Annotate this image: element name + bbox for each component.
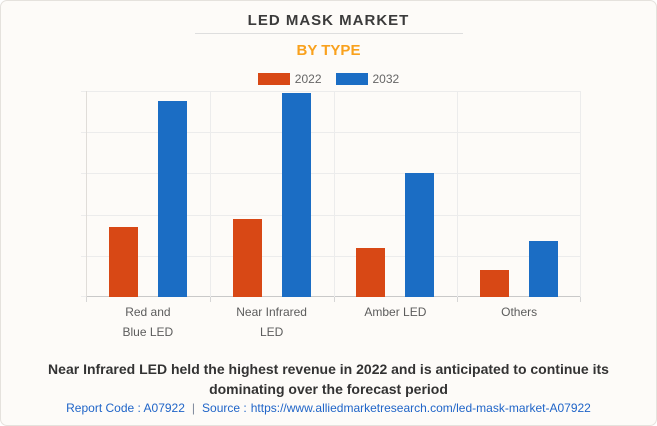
legend-label-2032: 2032	[372, 72, 400, 86]
y-axis-tick	[81, 214, 86, 216]
x-label-near-infrared-led: Near Infrared LED	[236, 305, 307, 339]
bar-2032-others	[529, 241, 559, 297]
x-axis-tick	[580, 297, 581, 302]
y-axis-tick	[81, 173, 86, 175]
bar-2032-near-infrared-led	[281, 93, 311, 297]
legend: 2022 2032	[1, 72, 656, 86]
bar-2032-red-and-blue-led	[157, 101, 187, 297]
bar-2022-others	[480, 270, 510, 297]
y-axis-tick	[81, 255, 86, 257]
bar-group-near-infrared-led	[210, 91, 334, 297]
vertical-gridline	[457, 91, 459, 297]
y-axis-tick	[81, 296, 86, 297]
report-code-link[interactable]: Report Code : A07922	[66, 401, 185, 415]
plot-area	[81, 91, 581, 302]
x-axis-tick	[209, 297, 211, 302]
y-axis-line	[86, 91, 87, 297]
bar-group-amber-led	[334, 91, 458, 297]
x-label-amber-led: Amber LED	[364, 305, 427, 319]
vertical-gridline	[333, 91, 335, 297]
x-label-red-and-blue-led: Red and Blue LED	[122, 305, 174, 339]
caption: Near Infrared LED held the highest reven…	[1, 359, 656, 399]
legend-swatch-2022	[257, 73, 290, 85]
footer: Report Code : A07922 | Source : https://www…	[1, 401, 656, 415]
source-label: Source :	[202, 401, 247, 415]
x-label-others: Others	[501, 305, 538, 319]
chart-title: LED MASK MARKET	[247, 12, 410, 29]
legend-item-2022[interactable]: 2022	[257, 72, 322, 86]
x-axis-tick	[333, 297, 335, 302]
x-axis-tick	[457, 297, 459, 302]
bar-2032-amber-led	[405, 173, 435, 297]
vertical-gridline	[580, 91, 581, 297]
legend-swatch-2032	[335, 73, 368, 85]
legend-label-2022: 2022	[294, 72, 322, 86]
title-divider	[194, 33, 463, 34]
chart-subtitle: BY TYPE	[296, 42, 361, 59]
legend-item-2032[interactable]: 2032	[335, 72, 400, 86]
vertical-gridline	[209, 91, 211, 297]
x-axis-tick	[86, 297, 87, 302]
source-link[interactable]: https://www.alliedmarketresearch.com/led…	[250, 401, 591, 415]
bar-group-red-and-blue-led	[86, 91, 210, 297]
caption-line-2: dominating over the forecast period	[209, 381, 448, 397]
x-axis-labels: Red and Blue LED Near Infrared LED Amber L…	[86, 302, 581, 342]
bar-2022-red-and-blue-led	[108, 226, 138, 297]
bar-group-others	[457, 91, 581, 297]
caption-line-1: Near Infrared LED held the highest reven…	[48, 361, 609, 377]
y-axis-tick	[81, 132, 86, 134]
footer-separator: |	[191, 401, 196, 415]
bar-2022-near-infrared-led	[232, 218, 262, 297]
y-axis-tick	[81, 91, 86, 92]
bar-2022-amber-led	[356, 247, 386, 297]
